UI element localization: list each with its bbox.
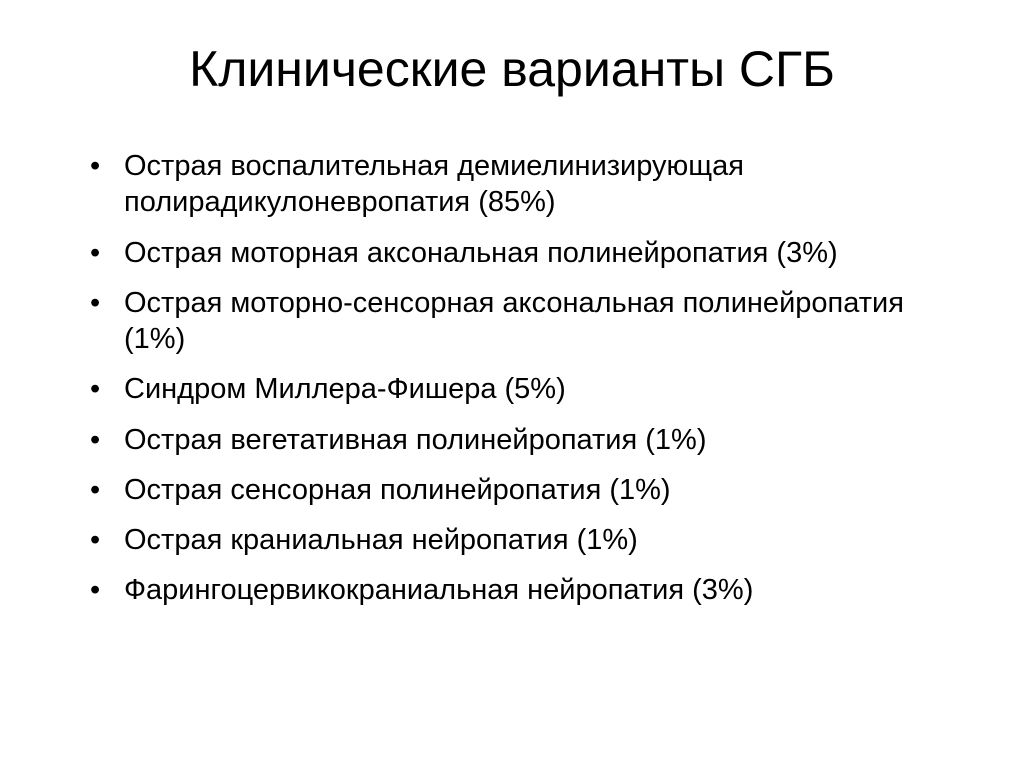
list-item: Синдром Миллера-Фишера (5%) xyxy=(90,371,964,407)
list-item: Острая моторная аксональная полинейропат… xyxy=(90,235,964,271)
list-item: Острая краниальная нейропатия (1%) xyxy=(90,522,964,558)
slide-title: Клинические варианты СГБ xyxy=(60,40,964,98)
list-item: Фарингоцервикокраниальная нейропатия (3%… xyxy=(90,572,964,608)
list-item: Острая сенсорная полинейропатия (1%) xyxy=(90,472,964,508)
slide: Клинические варианты СГБ Острая воспалит… xyxy=(0,0,1024,768)
list-item: Острая воспалительная демиелинизирующая … xyxy=(90,148,964,221)
list-item: Острая моторно-сенсорная аксональная пол… xyxy=(90,285,964,358)
list-item: Острая вегетативная полинейропатия (1%) xyxy=(90,422,964,458)
bullet-list: Острая воспалительная демиелинизирующая … xyxy=(60,148,964,609)
